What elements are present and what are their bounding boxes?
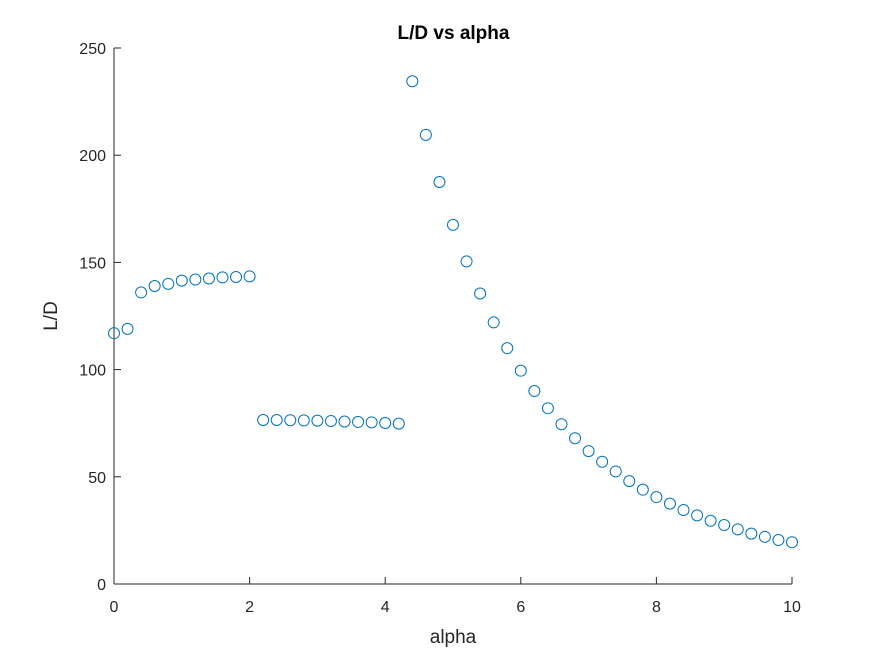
data-point [284,414,297,427]
data-point [623,475,636,488]
data-point [365,416,378,429]
data-point [786,536,798,549]
chart-title: L/D vs alpha [398,23,510,44]
data-point [162,277,175,290]
data-point [257,413,270,426]
data-point [270,413,283,426]
data-point [636,483,649,496]
data-point [352,415,365,428]
data-point [650,491,663,504]
data-point [501,342,514,355]
data-point [541,402,554,415]
data-point [555,418,568,431]
x-tick-label: 4 [381,599,390,616]
data-point [514,364,527,377]
data-point [202,272,215,285]
data-point [704,514,717,527]
data-point [609,465,622,478]
data-point [460,255,473,268]
y-axis-label: L/D [41,301,62,331]
data-point [718,519,731,532]
data-point [121,322,134,335]
x-tick-label: 10 [783,599,801,616]
data-point [189,273,202,286]
data-point [758,530,771,543]
y-tick-label: 0 [97,577,106,594]
data-point [311,414,324,427]
data-point [528,385,541,398]
y-tick-label: 200 [79,148,106,165]
data-point [175,274,188,287]
x-axis-label: alpha [430,627,477,648]
data-point [474,287,487,300]
y-tick-label: 250 [79,41,106,58]
data-point [691,509,704,522]
data-point [148,279,161,292]
data-point [338,415,351,428]
data-point [135,286,148,299]
x-tick-label: 8 [652,599,661,616]
data-point [487,316,500,329]
x-tick-label: 0 [110,599,119,616]
x-tick-label: 2 [245,599,254,616]
data-point [406,75,419,88]
data-points [108,75,798,549]
data-point [230,270,243,283]
data-point [677,504,690,517]
plot-axes [113,48,792,585]
data-point [745,527,758,540]
data-point [772,534,785,547]
data-point [447,218,459,231]
data-point [216,271,229,284]
data-point [663,497,676,510]
y-tick-label: 150 [79,255,106,272]
x-tick-label: 6 [516,599,525,616]
data-point [419,128,432,141]
y-ticks: 0 50 100 150 200 250 [79,41,121,594]
data-point [582,445,595,458]
y-tick-label: 50 [88,470,106,487]
data-point [243,270,256,283]
data-point [324,415,337,428]
x-ticks: 0 2 4 6 8 10 [110,577,801,616]
y-tick-label: 100 [79,363,106,380]
data-point [108,327,120,340]
data-point [569,432,582,445]
data-point [731,523,744,536]
data-point [596,455,609,468]
data-point [433,176,446,188]
data-point [379,416,392,429]
data-point [392,417,405,430]
data-point [297,414,310,427]
